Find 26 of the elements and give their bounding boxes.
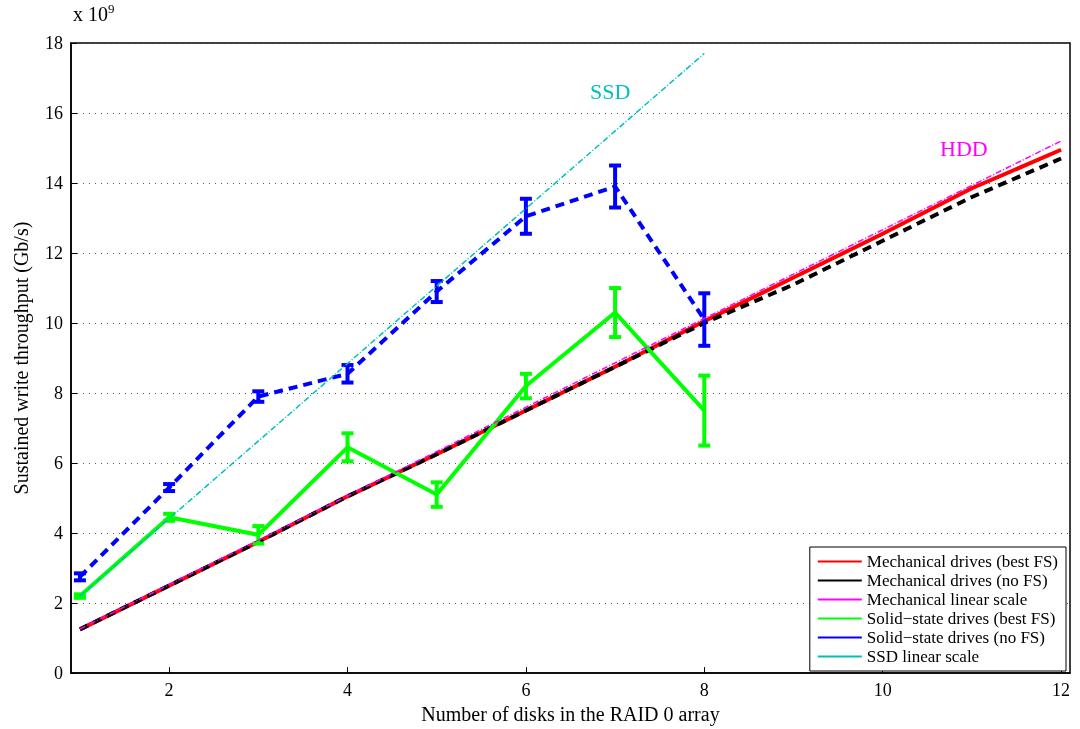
y-tick-label: 6 xyxy=(54,453,63,474)
annotation: HDD xyxy=(940,135,988,161)
x-tick-label: 6 xyxy=(521,680,531,701)
legend-label: Mechanical linear scale xyxy=(866,590,1028,609)
y-tick-label: 12 xyxy=(45,243,63,264)
x-tick-label: 4 xyxy=(343,680,353,701)
x-tick-label: 12 xyxy=(1052,680,1071,701)
legend-label: SSD linear scale xyxy=(866,647,980,666)
y-tick-label: 16 xyxy=(45,103,63,124)
legend-label: Mechanical drives (best FS) xyxy=(866,552,1058,571)
y-tick-label: 2 xyxy=(54,593,63,614)
y-tick-label: 14 xyxy=(45,173,63,194)
y-tick-label: 10 xyxy=(45,313,63,334)
legend-label: Solid−state drives (best FS) xyxy=(866,609,1056,628)
x-tick-label: 8 xyxy=(699,680,709,701)
y-tick-label: 18 xyxy=(45,33,63,53)
y-tick-label: 0 xyxy=(54,663,63,684)
legend-label: Mechanical drives (no FS) xyxy=(866,571,1048,590)
x-tick-label: 2 xyxy=(164,680,174,701)
y-tick-label: 8 xyxy=(54,383,63,404)
annotation: SSD xyxy=(590,78,631,104)
y-axis-title: Sustained write throughput (Gb/s) xyxy=(10,221,33,495)
x-tick-label: 10 xyxy=(873,680,892,701)
legend-label: Solid−state drives (no FS) xyxy=(866,628,1045,647)
x-axis-title: Number of disks in the RAID 0 array xyxy=(421,703,720,726)
y-tick-label: 4 xyxy=(54,523,63,544)
